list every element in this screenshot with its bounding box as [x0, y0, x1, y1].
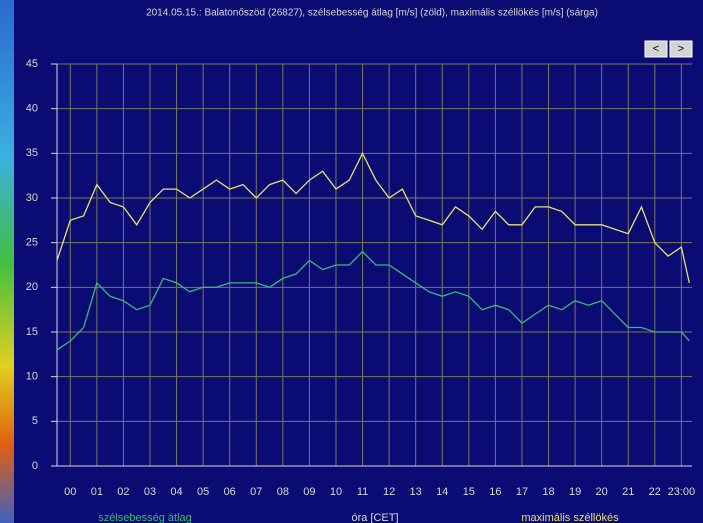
y-tick-label: 30	[26, 192, 38, 204]
x-tick-label: 15	[463, 486, 475, 498]
map-strip	[0, 0, 14, 523]
x-tick-label: 05	[197, 486, 209, 498]
y-tick-label: 0	[32, 460, 38, 472]
x-tick-label: 16	[489, 486, 501, 498]
x-tick-label: 18	[542, 486, 554, 498]
x-tick-label: 20	[596, 486, 608, 498]
x-tick-label: 14	[436, 486, 448, 498]
x-tick-label: 00	[64, 486, 76, 498]
y-tick-label: 10	[26, 371, 38, 383]
y-tick-label: 5	[32, 415, 38, 427]
next-button[interactable]	[669, 40, 693, 58]
x-tick-label: 03	[144, 486, 156, 498]
x-tick-label: 19	[569, 486, 581, 498]
series-line	[56, 151, 690, 284]
y-tick-label: 20	[26, 281, 38, 293]
y-tick-label: 25	[26, 237, 38, 249]
x-tick-label: 02	[117, 486, 129, 498]
chart-title: 2014.05.15.: Balatonőszöd (26827), széls…	[146, 8, 598, 19]
x-tick-label: 06	[224, 486, 236, 498]
y-tick-label: 40	[26, 103, 38, 115]
x-tick-label: 22	[649, 486, 661, 498]
x-tick-label: 09	[303, 486, 315, 498]
x-tick-label: 12	[383, 486, 395, 498]
x-tick-label: 01	[91, 486, 103, 498]
series-line	[56, 250, 690, 351]
prev-button-label[interactable]: <	[653, 43, 659, 55]
x-tick-label: 17	[516, 486, 528, 498]
prev-button[interactable]	[644, 40, 668, 58]
legend-entry: maximális széllökés	[521, 512, 619, 523]
x-tick-label: 07	[250, 486, 262, 498]
y-tick-label: 35	[26, 147, 38, 159]
x-tick-label: 08	[277, 486, 289, 498]
x-tick-label: 10	[330, 486, 342, 498]
next-button-label[interactable]: >	[678, 43, 684, 55]
legend-entry: szélsebesség átlag	[98, 512, 192, 523]
y-tick-label: 45	[26, 58, 38, 70]
x-tick-label: 21	[622, 486, 634, 498]
y-tick-label: 15	[26, 326, 38, 338]
x-tick-label: 04	[170, 486, 182, 498]
x-tick-label: 13	[410, 486, 422, 498]
nav-buttons: < >	[644, 40, 693, 58]
x-axis-label: óra [CET]	[351, 512, 398, 523]
x-tick-label: 23:00	[668, 486, 696, 498]
x-tick-label: 11	[357, 486, 368, 498]
